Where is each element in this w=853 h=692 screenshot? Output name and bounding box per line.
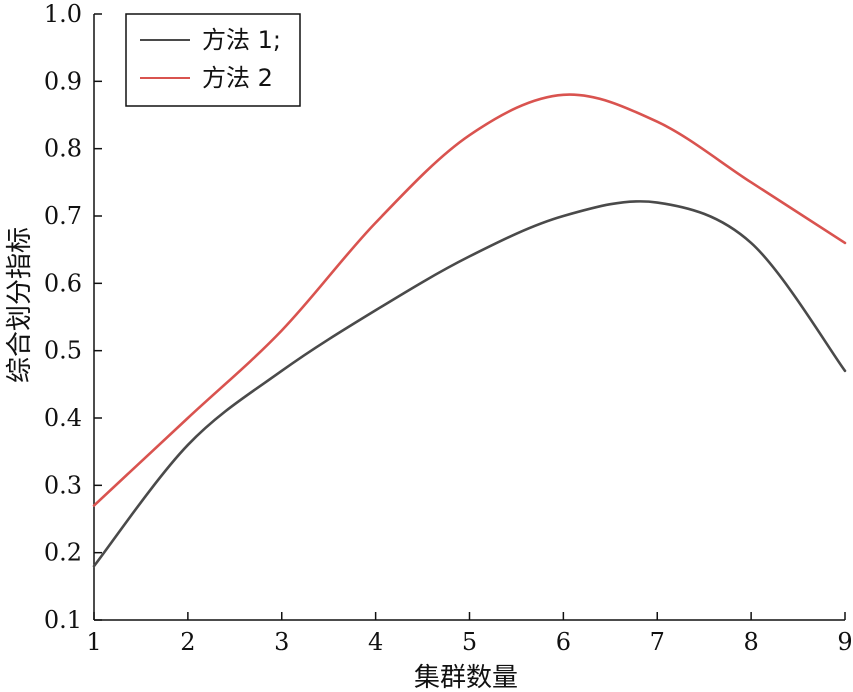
y-tick-label: 0.2 xyxy=(44,539,82,567)
legend-label-series-2: 方法 2 xyxy=(202,64,273,92)
x-tick-label: 1 xyxy=(86,628,101,656)
x-tick-label: 2 xyxy=(180,628,195,656)
legend: 方法 1; 方法 2 xyxy=(125,13,301,107)
series-layer xyxy=(92,93,847,568)
y-tick-label: 0.8 xyxy=(44,135,82,163)
y-axis-title: 综合划分指标 xyxy=(5,227,35,383)
y-tick-label: 0.5 xyxy=(44,337,82,365)
series-line-2 xyxy=(92,93,847,507)
y-tick-label: 0.9 xyxy=(44,67,82,95)
x-tick-label: 8 xyxy=(743,628,758,656)
y-tick-label: 0.6 xyxy=(44,269,82,297)
x-ticks: 1 2 3 4 5 6 7 8 9 xyxy=(86,612,853,656)
y-ticks: 0.1 0.2 0.3 0.4 0.5 0.6 0.7 0.8 0.9 1.0 xyxy=(44,0,102,634)
x-tick-label: 4 xyxy=(368,628,383,656)
legend-label-series-1: 方法 1; xyxy=(202,26,281,54)
x-tick-label: 9 xyxy=(837,628,852,656)
x-tick-label: 6 xyxy=(556,628,571,656)
y-tick-label: 1.0 xyxy=(44,0,82,28)
y-tick-label: 0.7 xyxy=(44,202,82,230)
x-axis-title: 集群数量 xyxy=(414,663,518,692)
x-tick-label: 7 xyxy=(650,628,665,656)
x-tick-label: 5 xyxy=(462,628,477,656)
y-tick-label: 0.4 xyxy=(44,404,82,432)
x-tick-label: 3 xyxy=(274,628,289,656)
y-tick-label: 0.1 xyxy=(44,606,82,634)
y-tick-label: 0.3 xyxy=(44,471,82,499)
legend-box xyxy=(125,13,301,107)
series-line-1 xyxy=(92,200,847,568)
